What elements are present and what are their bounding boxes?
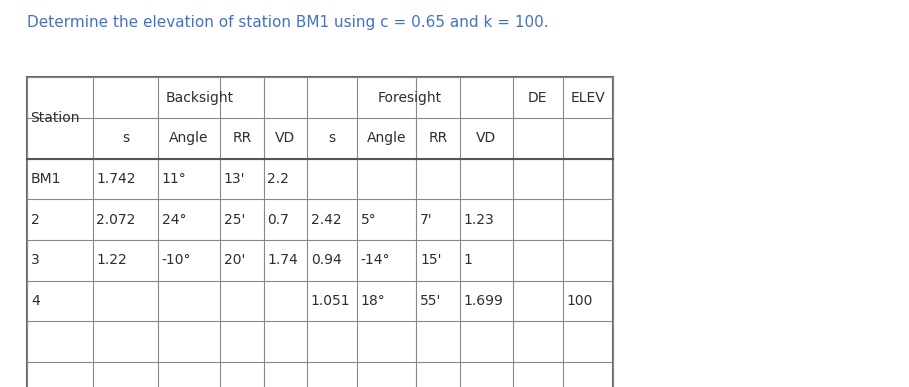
- Text: Foresight: Foresight: [378, 91, 442, 105]
- Text: 1: 1: [464, 253, 473, 267]
- Text: 1.74: 1.74: [267, 253, 298, 267]
- Text: 2.072: 2.072: [96, 212, 135, 227]
- Text: 5°: 5°: [361, 212, 376, 227]
- Text: 0.7: 0.7: [267, 212, 289, 227]
- Text: 100: 100: [566, 294, 593, 308]
- Text: 18°: 18°: [361, 294, 385, 308]
- Text: Angle: Angle: [169, 131, 209, 146]
- Text: 1.742: 1.742: [96, 172, 135, 186]
- Text: 1.23: 1.23: [464, 212, 494, 227]
- Text: BM1: BM1: [31, 172, 62, 186]
- Text: 1.699: 1.699: [464, 294, 504, 308]
- Text: 55': 55': [420, 294, 442, 308]
- Text: 4: 4: [31, 294, 40, 308]
- Text: 2.2: 2.2: [267, 172, 289, 186]
- Text: 0.94: 0.94: [311, 253, 342, 267]
- Text: ELEV: ELEV: [570, 91, 605, 105]
- Text: s: s: [329, 131, 335, 146]
- Text: DE: DE: [528, 91, 547, 105]
- Text: Angle: Angle: [367, 131, 406, 146]
- Text: 7': 7': [420, 212, 433, 227]
- Text: 13': 13': [224, 172, 245, 186]
- Text: 15': 15': [420, 253, 442, 267]
- Text: Station: Station: [30, 111, 79, 125]
- Text: VD: VD: [476, 131, 496, 146]
- Text: -14°: -14°: [361, 253, 390, 267]
- Text: 25': 25': [224, 212, 245, 227]
- Text: 1.051: 1.051: [311, 294, 351, 308]
- Text: s: s: [122, 131, 129, 146]
- Text: 2.42: 2.42: [311, 212, 342, 227]
- Text: 3: 3: [31, 253, 40, 267]
- Text: 2: 2: [31, 212, 40, 227]
- Text: 20': 20': [224, 253, 245, 267]
- Text: 1.22: 1.22: [96, 253, 127, 267]
- Text: 24°: 24°: [162, 212, 186, 227]
- Text: Determine the elevation of station BM1 using c = 0.65 and k = 100.: Determine the elevation of station BM1 u…: [27, 15, 549, 31]
- Text: -10°: -10°: [162, 253, 191, 267]
- Text: 11°: 11°: [162, 172, 186, 186]
- Text: RR: RR: [428, 131, 448, 146]
- Text: VD: VD: [275, 131, 295, 146]
- Text: RR: RR: [232, 131, 252, 146]
- Text: Backsight: Backsight: [166, 91, 234, 105]
